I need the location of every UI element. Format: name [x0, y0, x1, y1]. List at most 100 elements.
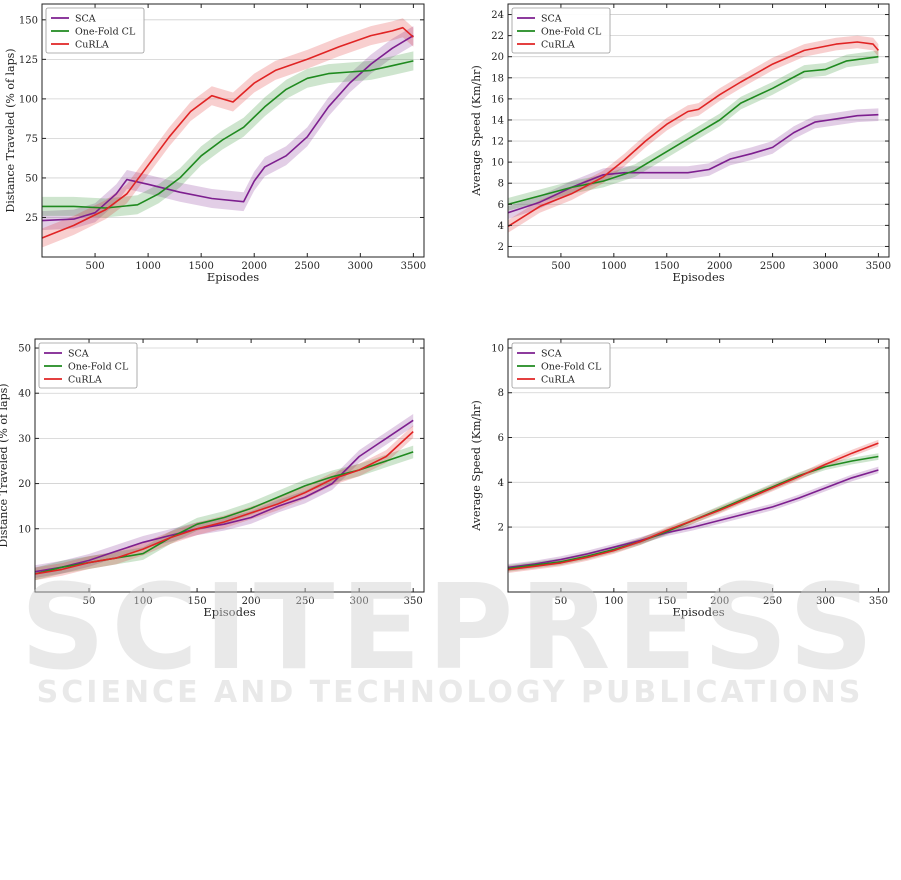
chart-3: 50 100 150 200 250 300 350 10 20 30 40 50 Episodes Di… — [0, 338, 425, 619]
y-tick-label: 18 — [491, 73, 504, 84]
y-tick-label: 50 — [25, 173, 38, 184]
chart-4: 50 100 150 200 250 300 350 2 4 6 8 10 Episodes Averag… — [470, 338, 890, 619]
x-tick-label: 150 — [657, 596, 676, 607]
x-tick-label: 3000 — [813, 261, 838, 272]
legend-entry: SCA — [75, 14, 96, 25]
watermark: SCITEPRESS SCIENCE AND TECHNOLOGY PUBLIC… — [20, 558, 873, 710]
legend: SCA One-Fold CL CuRLA — [38, 342, 138, 389]
series-band-sca — [508, 466, 879, 571]
series-band-one-fold-cl — [508, 50, 879, 211]
legend-box — [38, 342, 138, 389]
y-tick-label: 10 — [491, 343, 504, 354]
x-tick-label: 100 — [134, 596, 153, 607]
chart-2-frame — [507, 3, 890, 258]
y-tick-label: 125 — [19, 55, 38, 66]
y-tick-label: 150 — [19, 15, 38, 26]
y-axis-label: Average Speed (Km/hr) — [470, 65, 483, 197]
y-tick-label: 8 — [498, 179, 504, 190]
y-tick-label: 20 — [18, 479, 31, 490]
x-tick-label: 2500 — [760, 261, 785, 272]
y-tick-label: 100 — [19, 94, 38, 105]
y-tick-label: 20 — [491, 52, 504, 63]
x-axis-label: Episodes — [672, 605, 724, 619]
y-tick-label: 10 — [18, 524, 31, 535]
x-tick-label: 1500 — [188, 261, 213, 272]
y-tick-label: 50 — [18, 344, 31, 355]
series-band-curla — [42, 18, 414, 248]
chart-2: 500 1000 1500 2000 2500 3000 35002468101214161… — [470, 3, 891, 284]
y-tick-label: 2 — [498, 523, 504, 534]
y-tick-label: 12 — [491, 137, 504, 148]
x-tick-label: 3000 — [348, 261, 373, 272]
series-band-curla — [508, 439, 879, 573]
x-axis-label: Episodes — [672, 270, 724, 284]
series-line-curla — [508, 442, 879, 571]
legend: SCA One-Fold CL CuRLA — [45, 7, 145, 54]
legend: SCA One-Fold CL CuRLA — [511, 342, 611, 389]
series-line-curla — [508, 41, 880, 228]
y-tick-label: 40 — [18, 389, 31, 400]
x-tick-label: 350 — [869, 596, 888, 607]
x-tick-label: 150 — [188, 596, 207, 607]
y-tick-label: 14 — [491, 115, 504, 126]
legend-entry: CuRLA — [75, 40, 109, 51]
chart-1: 500 1000 1500 2000 2500 3000 3500 25 50 75 100 125 1… — [4, 3, 426, 284]
chart-1-plot-area — [42, 18, 414, 248]
legend-entry: One-Fold CL — [541, 362, 602, 373]
chart-4-frame — [507, 338, 890, 593]
x-tick-label: 3500 — [401, 261, 426, 272]
series-band-one-fold-cl — [42, 51, 414, 218]
y-tick-label: 75 — [25, 134, 38, 145]
series-line-sca — [508, 469, 879, 569]
series-line-curla — [35, 431, 414, 575]
series-line-one-fold-cl — [42, 60, 414, 209]
series-line-sca — [508, 113, 879, 214]
x-tick-label: 50 — [555, 596, 568, 607]
legend-entry: CuRLA — [541, 375, 575, 386]
x-axis-label: Episodes — [203, 605, 255, 619]
legend-box — [45, 7, 145, 54]
x-tick-label: 500 — [551, 261, 570, 272]
chart-4-plot-area — [508, 439, 879, 573]
legend-entry: One-Fold CL — [75, 27, 136, 38]
x-tick-label: 2000 — [241, 261, 266, 272]
series-line-one-fold-cl — [508, 55, 879, 206]
series-line-curla — [42, 26, 414, 239]
watermark-line2: SCIENCE AND TECHNOLOGY PUBLICATIONS — [37, 675, 864, 710]
y-axis-label: Distance Traveled (% of laps) — [0, 383, 10, 547]
legend-entry: SCA — [541, 14, 562, 25]
series-line-one-fold-cl — [508, 455, 879, 570]
x-tick-label: 100 — [604, 596, 623, 607]
x-tick-label: 200 — [242, 596, 261, 607]
legend-entry: One-Fold CL — [68, 362, 129, 373]
legend-entry: CuRLA — [68, 375, 102, 386]
series-line-sca — [35, 419, 414, 573]
y-tick-label: 16 — [491, 94, 504, 105]
x-tick-label: 300 — [350, 596, 369, 607]
legend-entry: SCA — [68, 349, 89, 360]
chart-3-plot-area — [35, 414, 414, 581]
legend-entry: One-Fold CL — [541, 27, 602, 38]
x-tick-label: 2500 — [295, 261, 320, 272]
series-band-curla — [508, 35, 879, 233]
legend: SCA One-Fold CL CuRLA — [511, 7, 611, 54]
x-axis-label: Episodes — [207, 270, 259, 284]
x-tick-label: 350 — [404, 596, 423, 607]
x-tick-label: 1500 — [654, 261, 679, 272]
x-tick-label: 250 — [296, 596, 315, 607]
y-tick-label: 2 — [498, 242, 504, 253]
series-band-one-fold-cl — [35, 445, 414, 581]
legend-entry: SCA — [541, 349, 562, 360]
x-tick-label: 250 — [763, 596, 782, 607]
legend-entry: CuRLA — [541, 40, 575, 51]
x-tick-label: 50 — [83, 596, 96, 607]
x-tick-label: 3500 — [866, 261, 891, 272]
x-tick-label: 1000 — [601, 261, 626, 272]
y-axis-label: Average Speed (Km/hr) — [470, 400, 483, 532]
series-band-sca — [42, 26, 414, 231]
y-tick-label: 6 — [498, 433, 504, 444]
y-tick-label: 22 — [491, 31, 504, 42]
chart-2-plot-area — [508, 35, 880, 233]
